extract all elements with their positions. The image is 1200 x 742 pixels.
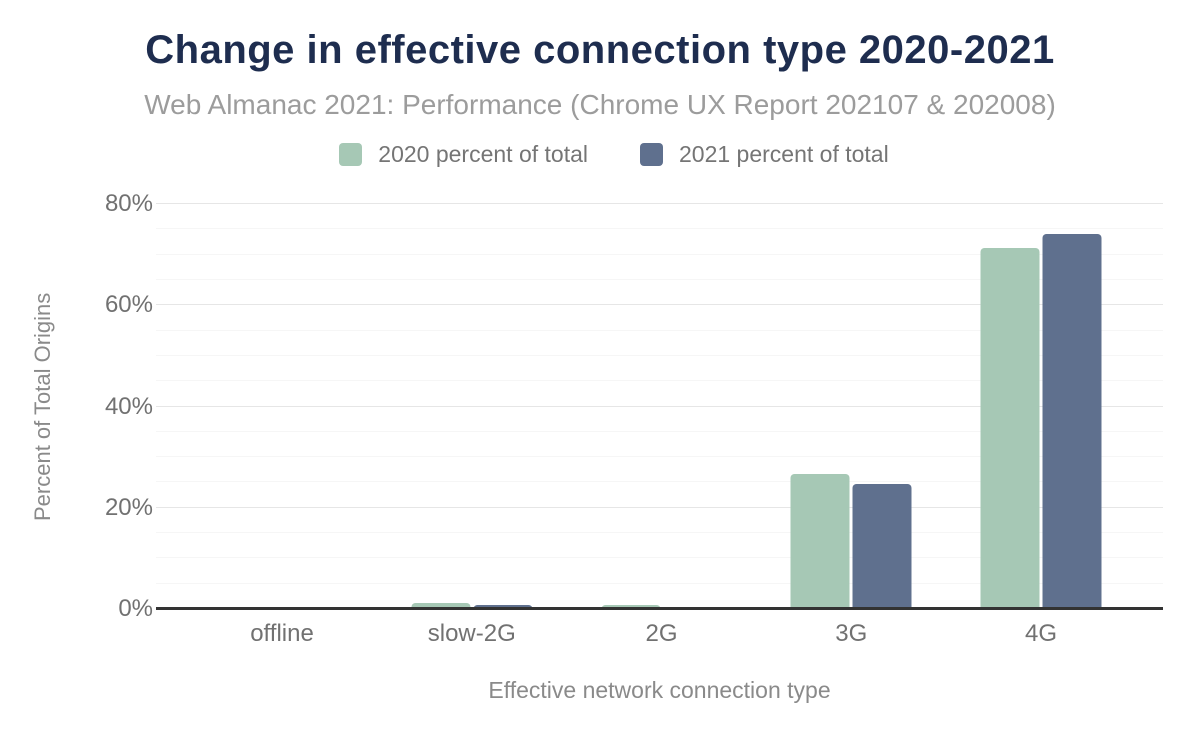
legend-item-2021: 2021 percent of total xyxy=(640,141,889,167)
x-label-3G: 3G xyxy=(835,620,868,647)
legend-label-2020: 2020 percent of total xyxy=(378,141,588,167)
chart-title: Change in effective connection type 2020… xyxy=(145,28,1055,72)
plot-area xyxy=(156,203,1163,610)
x-label-offline: offline xyxy=(250,620,314,647)
bar-3G-2021 xyxy=(852,483,912,609)
gridline-minor xyxy=(156,557,1163,559)
x-label-slow-2G: slow-2G xyxy=(427,620,516,647)
gridline-minor xyxy=(156,278,1163,280)
legend: 2020 percent of total 2021 percent of to… xyxy=(14,141,1200,167)
gridline-minor xyxy=(156,456,1163,458)
bar-4G-2021 xyxy=(1042,233,1102,609)
x-label-4G: 4G xyxy=(1024,620,1058,647)
gridline-minor xyxy=(156,354,1163,356)
y-axis-ticks: 0% 20% 40% 60% 80% xyxy=(5,192,153,621)
legend-label-2021: 2021 percent of total xyxy=(679,141,889,167)
legend-item-2020: 2020 percent of total xyxy=(339,141,588,167)
gridline-major xyxy=(156,506,1163,508)
gridline-major xyxy=(156,203,1163,204)
gridline-minor xyxy=(156,481,1163,483)
gridline-minor xyxy=(156,532,1163,534)
gridline-minor xyxy=(156,228,1163,230)
gridline-major xyxy=(156,304,1163,306)
gridline-minor xyxy=(156,380,1163,382)
gridline-minor xyxy=(156,430,1163,432)
y-tick-label: 0% xyxy=(118,595,153,622)
x-axis-title: Effective network connection type xyxy=(488,677,831,703)
gridline-major xyxy=(156,405,1163,407)
chart-subtitle: Web Almanac 2021: Performance (Chrome UX… xyxy=(144,89,1056,120)
x-axis-line xyxy=(156,607,1163,610)
legend-swatch-2021 xyxy=(640,142,663,166)
y-tick-label: 20% xyxy=(104,493,153,521)
y-tick-label: 80% xyxy=(104,190,153,217)
bar-3G-2020 xyxy=(790,473,850,609)
y-tick-label: 40% xyxy=(104,392,153,420)
gridline-minor xyxy=(156,253,1163,255)
bar-group-4G xyxy=(980,233,1102,609)
bar-2G-2020 xyxy=(601,604,660,609)
bar-4G-2020 xyxy=(980,248,1040,609)
x-axis-labels: offline slow-2G 2G 3G 4G xyxy=(156,620,1163,650)
gridline-minor xyxy=(156,582,1163,584)
x-label-2G: 2G xyxy=(645,620,678,647)
y-tick-label: 60% xyxy=(104,291,153,319)
legend-swatch-2020 xyxy=(339,142,363,166)
gridline-minor xyxy=(156,329,1163,331)
bar-group-3G xyxy=(790,473,912,609)
bar-slow-2G-2020 xyxy=(411,603,471,609)
